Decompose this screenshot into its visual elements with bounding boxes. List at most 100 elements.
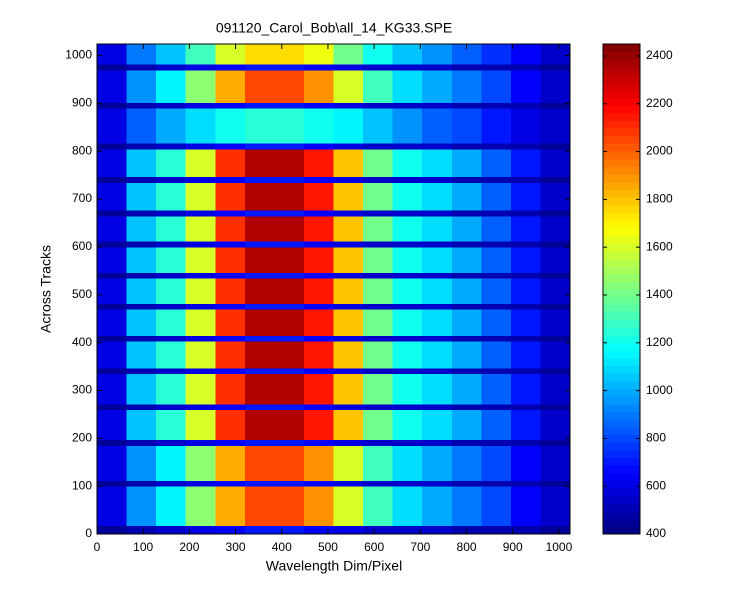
colorbar-tick-label: 800	[646, 431, 666, 445]
heatmap-cell	[215, 69, 246, 103]
heatmap-cell	[540, 439, 571, 446]
heatmap-cell	[451, 64, 482, 71]
colorbar-swatch	[603, 289, 640, 298]
heatmap-cell	[333, 44, 364, 65]
heatmap-cell	[303, 445, 334, 481]
heatmap-cell	[540, 373, 571, 405]
heatmap-cell	[303, 102, 334, 109]
heatmap-cell	[392, 148, 423, 178]
heatmap-cell	[481, 246, 512, 273]
heatmap-cell	[422, 272, 453, 279]
heatmap-cell	[97, 367, 128, 375]
heatmap-cell	[451, 69, 482, 103]
heatmap-cell	[244, 525, 275, 535]
heatmap-cell	[97, 439, 128, 446]
heatmap-cell	[363, 403, 394, 411]
heatmap-cell	[303, 241, 334, 248]
heatmap-cell	[363, 525, 394, 535]
heatmap-cell	[540, 309, 571, 336]
heatmap-cell	[333, 439, 364, 446]
heatmap-cell	[392, 439, 423, 446]
heatmap-cell	[126, 182, 157, 211]
heatmap-cell	[274, 367, 305, 375]
x-tick-label: 300	[226, 540, 246, 554]
heatmap-cell	[244, 182, 275, 211]
heatmap-cell	[392, 108, 423, 144]
heatmap-cell	[97, 143, 128, 150]
heatmap-cell	[481, 176, 512, 183]
heatmap-cell	[274, 486, 305, 526]
heatmap-cell	[451, 335, 482, 342]
heatmap-cell	[422, 69, 453, 103]
heatmap-cell	[481, 309, 512, 336]
heatmap-cell	[303, 108, 334, 144]
heatmap-cell	[156, 525, 187, 535]
heatmap-cell	[510, 176, 541, 183]
heatmap-cell	[274, 241, 305, 248]
heatmap-cell	[392, 309, 423, 336]
heatmap-cell	[510, 64, 541, 71]
heatmap-cell	[510, 277, 541, 304]
heatmap-cell	[333, 215, 364, 242]
heatmap-cell	[481, 373, 512, 405]
heatmap-cell	[126, 403, 157, 411]
heatmap-cell	[363, 64, 394, 71]
heatmap-cell	[126, 241, 157, 248]
heatmap-cell	[215, 246, 246, 273]
heatmap-cell	[274, 44, 305, 65]
heatmap-cell	[274, 143, 305, 150]
heatmap-cell	[156, 373, 187, 405]
heatmap-cell	[156, 176, 187, 183]
heatmap-cell	[97, 182, 128, 211]
heatmap-cell	[451, 403, 482, 411]
heatmap-cell	[244, 335, 275, 342]
heatmap-cell	[185, 246, 216, 273]
heatmap-cell	[333, 64, 364, 71]
heatmap-cell	[481, 215, 512, 242]
colorbar-swatch	[603, 457, 640, 466]
y-tick-label: 1000	[65, 48, 92, 62]
heatmap-cell	[215, 309, 246, 336]
heatmap-cell	[392, 69, 423, 103]
colorbar-swatch	[603, 266, 640, 275]
heatmap-cell	[422, 102, 453, 109]
heatmap-cell	[303, 309, 334, 336]
colorbar-swatch	[603, 66, 640, 76]
heatmap-cell	[97, 480, 128, 487]
heatmap-cell	[510, 486, 541, 526]
heatmap-cell	[244, 44, 275, 65]
heatmap-cell	[540, 44, 571, 65]
heatmap-cell	[481, 341, 512, 369]
y-tick-label: 0	[85, 526, 92, 540]
x-tick-label: 700	[410, 540, 430, 554]
heatmap-cell	[451, 367, 482, 375]
heatmap-cell	[510, 335, 541, 342]
heatmap-cell	[510, 102, 541, 109]
heatmap-cell	[97, 341, 128, 369]
heatmap-cell	[126, 246, 157, 273]
heatmap-cell	[244, 64, 275, 71]
heatmap-cell	[185, 367, 216, 375]
colorbar-swatch	[603, 442, 640, 451]
heatmap-cell	[215, 341, 246, 369]
heatmap-cell	[126, 272, 157, 279]
heatmap-cell	[156, 403, 187, 411]
heatmap-cell	[333, 486, 364, 526]
heatmap-cell	[185, 373, 216, 405]
colorbar-swatch	[603, 273, 640, 282]
heatmap-cell	[422, 373, 453, 405]
colorbar-swatch	[603, 334, 640, 344]
heatmap-cell	[540, 480, 571, 487]
heatmap-cell	[481, 445, 512, 481]
heatmap-cell	[392, 210, 423, 217]
heatmap-cell	[422, 341, 453, 369]
heatmap-cell	[126, 64, 157, 71]
heatmap-cell	[392, 277, 423, 304]
heatmap-cell	[510, 309, 541, 336]
heatmap-cell	[422, 335, 453, 342]
heatmap-cell	[274, 445, 305, 481]
heatmap-cell	[451, 102, 482, 109]
y-tick-label: 400	[72, 335, 92, 349]
heatmap-cell	[540, 69, 571, 103]
heatmap-cell	[156, 108, 187, 144]
